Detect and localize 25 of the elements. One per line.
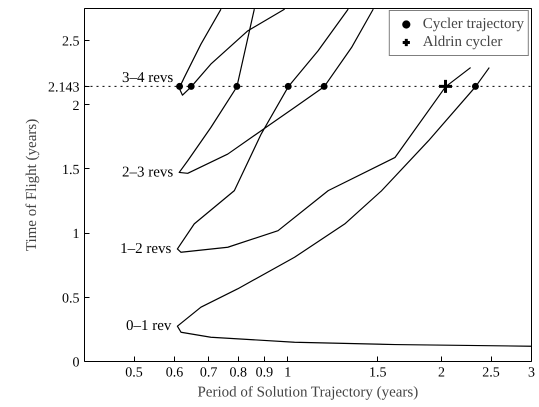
legend-label: 2–3 revs xyxy=(122,164,174,180)
x-tick-label: 1 xyxy=(284,366,292,380)
x-tick-label: 0.5 xyxy=(125,366,143,380)
x-tick-label: 1.5 xyxy=(368,366,386,380)
y-axis-title: Time of Flight (years) xyxy=(24,118,40,252)
x-tick-label: 0.8 xyxy=(230,366,248,380)
series-label: 0–1 rev xyxy=(126,318,172,334)
x-tick-label: 0.9 xyxy=(256,366,274,380)
y-tick-label: 2.5 xyxy=(62,34,80,50)
y-tick-label: 2.143 xyxy=(48,80,80,96)
legend-label: 3–4 revs xyxy=(122,70,174,86)
series-label: 1–2 revs xyxy=(120,240,172,257)
x-axis-title: Period of Solution Trajectory (years) xyxy=(197,384,418,400)
y-tick-label: 1 xyxy=(72,227,80,242)
legend-label: Cycler trajectory xyxy=(422,15,524,33)
x-tick-label: 0.6 xyxy=(166,366,184,380)
x-tick-label: 2.5 xyxy=(482,366,500,380)
legend-label: Aldrin cycler xyxy=(422,33,502,51)
y-tick-label: 1.5 xyxy=(62,162,80,178)
y-tick-label: 0.5 xyxy=(62,291,80,306)
x-tick-label: 2 xyxy=(438,366,446,380)
y-tick-label: 0 xyxy=(72,356,80,370)
y-tick-label: 2 xyxy=(72,98,80,114)
x-tick-label: 0.7 xyxy=(200,366,218,380)
x-tick-label: 3 xyxy=(528,366,535,380)
